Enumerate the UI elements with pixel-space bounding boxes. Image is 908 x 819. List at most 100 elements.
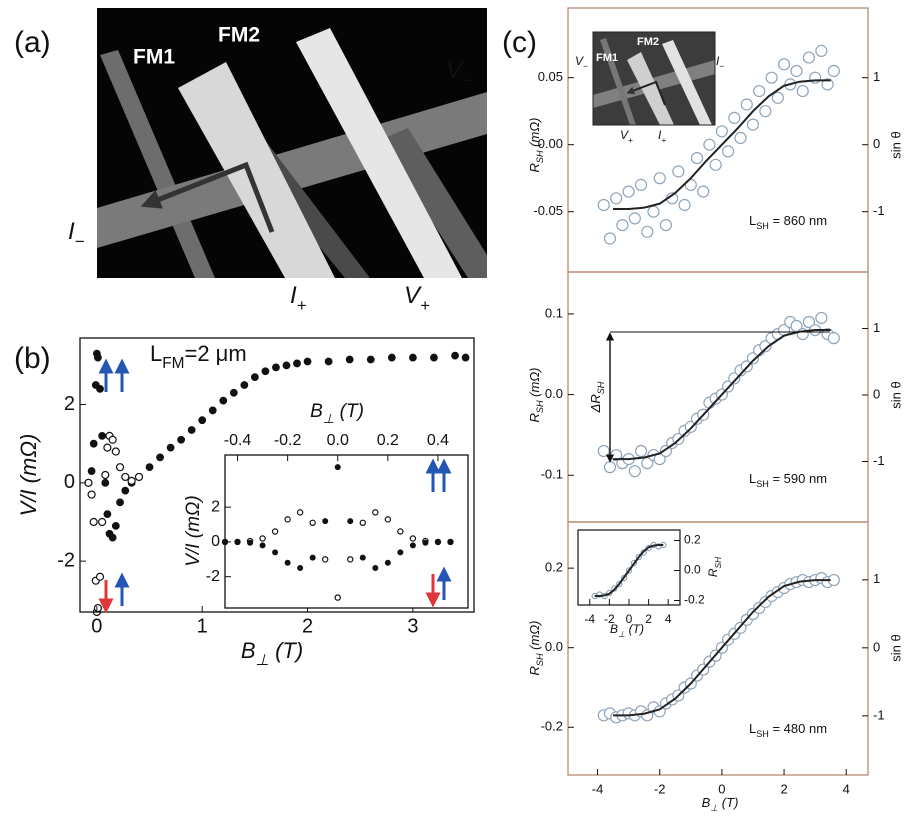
text-part: V [620,128,629,142]
sem-label: FM2 [637,36,659,48]
text-part: ⊥ [618,629,625,639]
data-point [790,64,803,78]
y-tick-label: -0.05 [533,203,563,218]
text-part: (T) [269,638,303,663]
x-axis-label: B⊥ (T) [702,795,739,813]
data-point [234,538,241,545]
text-part: − [462,71,472,90]
y2-tick-label: 0 [873,136,880,151]
x-tick-label: 0 [718,781,725,796]
y-tick-label: 0.00 [538,136,563,151]
data-point [127,476,136,485]
data-point [597,198,610,212]
data-point [659,218,673,232]
data-point [247,539,254,546]
data-point [408,353,417,362]
text-part: SH [756,729,769,739]
x-tick-label: 0 [91,615,102,637]
data-point [384,516,392,523]
x-tick-label: -4 [592,781,604,796]
y-axis-label: RSH (mΩ) [527,367,545,422]
data-point [397,528,404,535]
data-point [145,463,154,472]
x-tick-label: 0 [626,612,633,626]
y-tick-label: -0.1 [541,467,563,482]
text-part: I [290,282,297,309]
sem-image [97,8,487,278]
data-point [447,538,454,545]
data-point [728,111,741,124]
chart: -0.4 -0.2 0.0 0.2 0.4 -2 0 2 B⊥ (T) V/I (mΩ) [183,401,469,609]
y2-tick-label: -1 [873,453,885,468]
y-tick-label: 0.05 [538,69,563,84]
data-point [116,498,124,507]
text-part: + [420,296,430,315]
data-point [101,478,110,487]
x-axis-label: B⊥ (T) [241,638,303,669]
sem-label: I− [68,218,85,251]
data-point [229,388,238,397]
data-point [359,519,366,527]
text-part: SH [535,150,545,163]
x-tick-label: 0.2 [377,432,399,449]
data-point [322,518,329,525]
y-tick-label: -2 [57,549,75,571]
y-tick-label: -0.2 [684,593,705,607]
data-point [322,556,329,563]
y-tick-label: 0.0 [684,563,701,577]
fit-line [613,329,831,461]
x-tick-label: -0.2 [274,432,302,449]
annotation: LSH = 590 nm [749,471,827,489]
text-part: L [749,471,756,486]
text-part: L [749,721,756,736]
text-part: + [297,296,307,315]
fit-line [594,544,664,597]
y2-tick-label: 1 [873,69,880,84]
plot-frame [79,337,475,613]
sem-label: FM2 [218,24,260,47]
data-point [397,549,404,556]
y2-axis-label: sin θ [888,634,903,661]
data-point [697,185,710,198]
x-tick-label: 3 [407,615,418,637]
data-point [121,486,130,495]
annotation: LSH = 480 nm [749,721,827,739]
sem-label: V− [575,54,588,71]
data-point [96,384,104,393]
data-point [98,431,107,440]
data-point [250,373,259,382]
data-point [87,467,96,475]
data-point [628,212,641,225]
y2-tick-label: -1 [873,203,885,218]
data-point [603,461,617,474]
data-point [347,556,354,563]
text-part: V [404,282,422,309]
data-point [284,516,291,523]
data-point [359,554,366,561]
text-part: (T) [718,795,738,810]
text-part: = 860 nm [769,213,827,228]
text-part: ⊥ [256,652,269,669]
data-point [616,218,629,232]
data-point [610,192,623,205]
text-part: = 590 nm [769,471,827,486]
data-point [89,439,98,448]
x-tick-label: 0.4 [427,432,449,449]
data-point [89,517,98,527]
chart: -4 -2 0 2 4 -0.2 0.0 0.2 B⊥ (T) RSH [577,529,723,639]
y2-tick-label: 0 [873,386,880,401]
text-part: FM [162,355,184,372]
y-axis-label: RSH (mΩ) [527,117,545,172]
data-point [296,509,304,516]
data-point [628,465,641,478]
y-axis-label: RSH (mΩ) [527,620,545,675]
data-point [759,105,772,118]
text-part: ΔR [588,394,603,413]
data-point [728,372,741,385]
plot-frame [567,521,869,776]
data-point [815,44,828,57]
data-point [111,521,120,530]
